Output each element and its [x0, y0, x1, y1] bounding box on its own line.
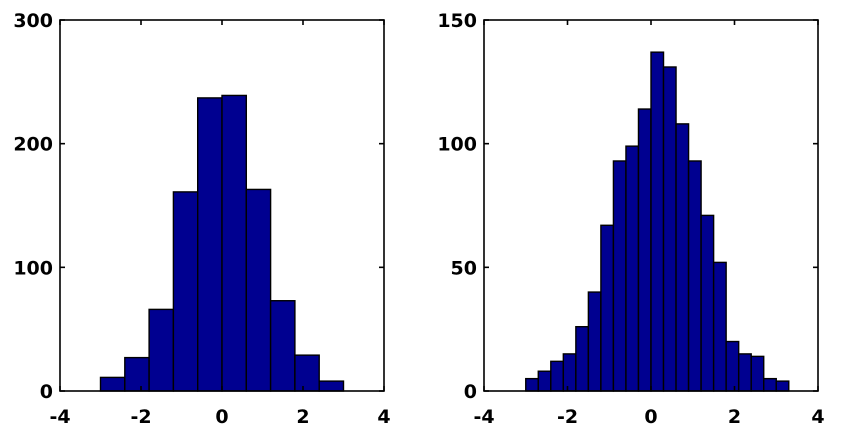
y-tick-label: 300: [13, 10, 53, 32]
x-tick-label: -2: [130, 406, 151, 428]
y-tick-label: 0: [40, 381, 53, 403]
histogram-bar: [775, 380, 790, 392]
x-tick-label: 2: [728, 406, 741, 428]
histogram-bar: [221, 94, 247, 392]
x-tick-label: 2: [296, 406, 309, 428]
histogram-bar: [99, 376, 126, 392]
x-tick-label: -4: [49, 406, 70, 428]
histogram-bar: [687, 160, 702, 392]
histogram-bar: [763, 377, 777, 392]
x-tick-label: 0: [215, 406, 228, 428]
y-tick-label: 150: [437, 10, 477, 32]
y-tick-label: 100: [13, 257, 53, 279]
histogram-bar: [124, 356, 150, 392]
histogram-bar: [172, 191, 199, 392]
histogram-panel-right: 0 50 100 150 -4 -2 0 2 4: [437, 10, 824, 428]
x-tick-label: 0: [644, 406, 657, 428]
y-tick-label: 0: [464, 381, 477, 403]
histogram-bar: [294, 354, 320, 392]
histogram-bar: [700, 214, 715, 392]
histogram-panel-left: 0 100 200 300 -4 -2 0 2 4: [13, 10, 390, 428]
histogram-bar: [318, 380, 345, 392]
histogram-bar: [625, 145, 640, 392]
histogram-bar: [525, 377, 539, 392]
histogram-bar: [537, 370, 552, 392]
histogram-bar: [148, 308, 175, 392]
histogram-bar: [269, 300, 296, 392]
histogram-bar: [750, 355, 765, 392]
histogram-bar: [637, 108, 652, 392]
y-tick-label: 50: [451, 257, 477, 279]
histogram-bar: [550, 360, 565, 392]
histogram-bar: [600, 224, 615, 392]
histogram-bar: [737, 353, 752, 392]
x-tick-label: -2: [557, 406, 578, 428]
x-tick-label: -4: [473, 406, 494, 428]
histogram-bar: [650, 51, 665, 392]
histogram-bar: [675, 123, 690, 392]
histogram-bar: [725, 340, 740, 392]
histogram-bar: [712, 261, 727, 392]
x-tick-label: 4: [811, 406, 824, 428]
histogram-bar: [196, 97, 223, 392]
y-tick-label: 200: [13, 134, 53, 156]
y-tick-label: 100: [437, 134, 477, 156]
histogram-bar: [575, 325, 590, 392]
histogram-bar: [245, 188, 272, 392]
histogram-bar: [662, 66, 677, 392]
histogram-bar: [587, 291, 602, 392]
histogram-bar: [612, 160, 627, 392]
x-tick-label: 4: [377, 406, 390, 428]
histogram-bar: [562, 353, 577, 392]
